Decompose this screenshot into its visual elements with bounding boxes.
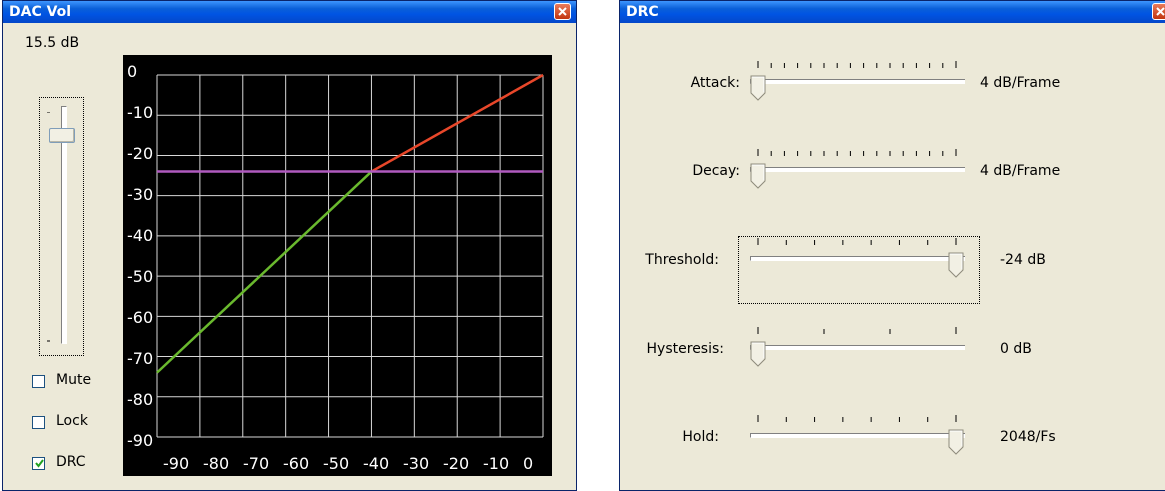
- dac-vol-titlebar[interactable]: DAC Vol: [3, 1, 576, 23]
- threshold-focus-rect: [738, 236, 980, 304]
- y-tick-label: -70: [127, 349, 153, 368]
- threshold-slider[interactable]: [750, 238, 970, 278]
- threshold-slider-thumb[interactable]: [948, 252, 964, 278]
- slider-thumb-shape: [948, 252, 964, 278]
- threshold-value: -24 dB: [1000, 252, 1046, 268]
- y-tick-label: -60: [127, 308, 153, 327]
- x-tick-label: -30: [403, 454, 429, 473]
- x-tick-label: -90: [163, 454, 189, 473]
- x-tick-label: -70: [243, 454, 269, 473]
- hold-slider-track: [750, 433, 965, 438]
- checkmark-icon: [35, 459, 44, 468]
- decay-slider-thumb[interactable]: [750, 163, 766, 189]
- drc-checkbox-box[interactable]: [32, 457, 45, 470]
- slider-thumb-shape: [750, 163, 766, 189]
- threshold-label: Threshold:: [645, 252, 719, 268]
- x-tick-label: -10: [483, 454, 509, 473]
- threshold-slider-ticks: [757, 238, 957, 245]
- hold-slider-thumb[interactable]: [948, 429, 964, 455]
- volume-slider[interactable]: [39, 97, 84, 356]
- y-tick-label: -80: [127, 390, 153, 409]
- threshold-slider-track: [750, 256, 965, 261]
- volume-slider-track: [61, 106, 67, 344]
- hold-slider[interactable]: [750, 415, 970, 455]
- y-tick-label: -10: [127, 103, 153, 122]
- attack-label: Attack:: [690, 75, 740, 91]
- dac-vol-window: DAC Vol 15.5 dB Mute Lock DRC 0 -10 -20 -30…: [2, 0, 577, 491]
- y-tick-label: -50: [127, 267, 153, 286]
- hysteresis-slider-track: [750, 345, 965, 350]
- y-tick-label: -30: [127, 185, 153, 204]
- x-tick-label: -40: [363, 454, 389, 473]
- x-tick-label: -50: [323, 454, 349, 473]
- attack-value: 4 dB/Frame: [980, 75, 1061, 91]
- y-tick-label: -20: [127, 144, 153, 163]
- attack-slider-thumb[interactable]: [750, 75, 766, 101]
- slider-thumb-shape: [750, 75, 766, 101]
- volume-slider-ticks: [47, 112, 50, 342]
- y-tick-label: -40: [127, 226, 153, 245]
- slider-thumb-shape: [750, 341, 766, 367]
- x-tick-label: 0: [523, 454, 533, 473]
- attack-slider-track: [750, 79, 965, 84]
- series-line-1: [370, 73, 544, 173]
- decay-label: Decay:: [692, 163, 740, 179]
- series-line-0: [156, 170, 373, 374]
- slider-thumb-highlight: [950, 253, 963, 269]
- attack-slider[interactable]: [750, 61, 970, 101]
- dac-vol-title: DAC Vol: [9, 4, 72, 20]
- hold-value: 2048/Fs: [1000, 429, 1056, 445]
- volume-slider-thumb[interactable]: [49, 128, 75, 144]
- transfer-curve-chart: 0 -10 -20 -30 -40 -50 -60 -70 -80 -90 -90 -80 -70 -60…: [123, 55, 552, 476]
- volume-db-readout: 15.5 dB: [25, 35, 80, 51]
- drc-window: DRC Attack: 4 dB/Frame Decay: 4 dB/Frame…: [619, 0, 1165, 491]
- attack-slider-ticks: [757, 61, 957, 68]
- slider-thumb-shape: [948, 429, 964, 455]
- y-tick-label: -90: [127, 431, 153, 450]
- hold-slider-ticks: [757, 415, 957, 422]
- slider-thumb-highlight: [752, 76, 765, 92]
- lock-checkbox-label: Lock: [56, 413, 88, 429]
- slider-thumb-highlight: [950, 430, 963, 446]
- slider-thumb-highlight: [752, 164, 765, 180]
- mute-checkbox-box[interactable]: [32, 375, 45, 388]
- hysteresis-slider-ticks: [757, 327, 957, 334]
- hold-label: Hold:: [682, 429, 719, 445]
- x-tick-label: -20: [443, 454, 469, 473]
- chart-background: [123, 55, 552, 476]
- slider-thumb-highlight: [752, 342, 765, 358]
- lock-checkbox-box[interactable]: [32, 416, 45, 429]
- drc-titlebar[interactable]: DRC: [620, 1, 1165, 23]
- drc-checkbox-label: DRC: [56, 454, 86, 470]
- x-tick-label: -60: [283, 454, 309, 473]
- y-tick-label: 0: [127, 62, 137, 81]
- decay-slider-track: [750, 167, 965, 172]
- close-icon[interactable]: [554, 3, 571, 20]
- hysteresis-label: Hysteresis:: [646, 341, 724, 357]
- decay-value: 4 dB/Frame: [980, 163, 1061, 179]
- x-tick-label: -80: [203, 454, 229, 473]
- close-icon[interactable]: [1152, 3, 1165, 20]
- hysteresis-slider-thumb[interactable]: [750, 341, 766, 367]
- drc-title: DRC: [626, 4, 659, 20]
- decay-slider-ticks: [757, 149, 957, 156]
- hysteresis-value: 0 dB: [1000, 341, 1032, 357]
- hysteresis-slider[interactable]: [750, 327, 970, 367]
- decay-slider[interactable]: [750, 149, 970, 189]
- mute-checkbox-label: Mute: [56, 372, 92, 388]
